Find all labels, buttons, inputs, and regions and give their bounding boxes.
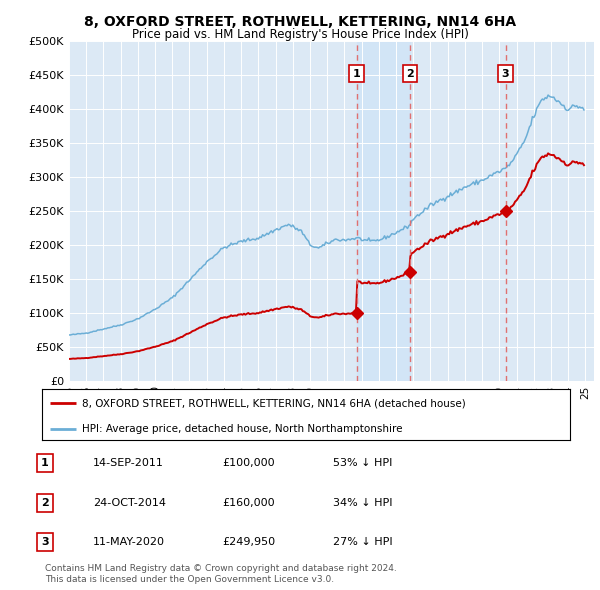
Text: HPI: Average price, detached house, North Northamptonshire: HPI: Average price, detached house, Nort…: [82, 424, 402, 434]
Text: This data is licensed under the Open Government Licence v3.0.: This data is licensed under the Open Gov…: [45, 575, 334, 584]
Text: 3: 3: [41, 537, 49, 546]
Text: £249,950: £249,950: [222, 537, 275, 546]
Text: 3: 3: [502, 68, 509, 78]
Text: £100,000: £100,000: [222, 458, 275, 468]
Text: Contains HM Land Registry data © Crown copyright and database right 2024.: Contains HM Land Registry data © Crown c…: [45, 565, 397, 573]
Text: 8, OXFORD STREET, ROTHWELL, KETTERING, NN14 6HA (detached house): 8, OXFORD STREET, ROTHWELL, KETTERING, N…: [82, 398, 466, 408]
Text: 53% ↓ HPI: 53% ↓ HPI: [333, 458, 392, 468]
Text: £160,000: £160,000: [222, 498, 275, 507]
Text: 34% ↓ HPI: 34% ↓ HPI: [333, 498, 392, 507]
Text: 14-SEP-2011: 14-SEP-2011: [93, 458, 164, 468]
Text: 1: 1: [353, 68, 361, 78]
Text: 27% ↓ HPI: 27% ↓ HPI: [333, 537, 392, 546]
Text: 2: 2: [406, 68, 414, 78]
Bar: [356, 41, 410, 381]
Text: 2: 2: [41, 498, 49, 507]
Text: 11-MAY-2020: 11-MAY-2020: [93, 537, 165, 546]
Text: Price paid vs. HM Land Registry's House Price Index (HPI): Price paid vs. HM Land Registry's House …: [131, 28, 469, 41]
Text: 24-OCT-2014: 24-OCT-2014: [93, 498, 166, 507]
Text: 1: 1: [41, 458, 49, 468]
Text: 8, OXFORD STREET, ROTHWELL, KETTERING, NN14 6HA: 8, OXFORD STREET, ROTHWELL, KETTERING, N…: [84, 15, 516, 29]
